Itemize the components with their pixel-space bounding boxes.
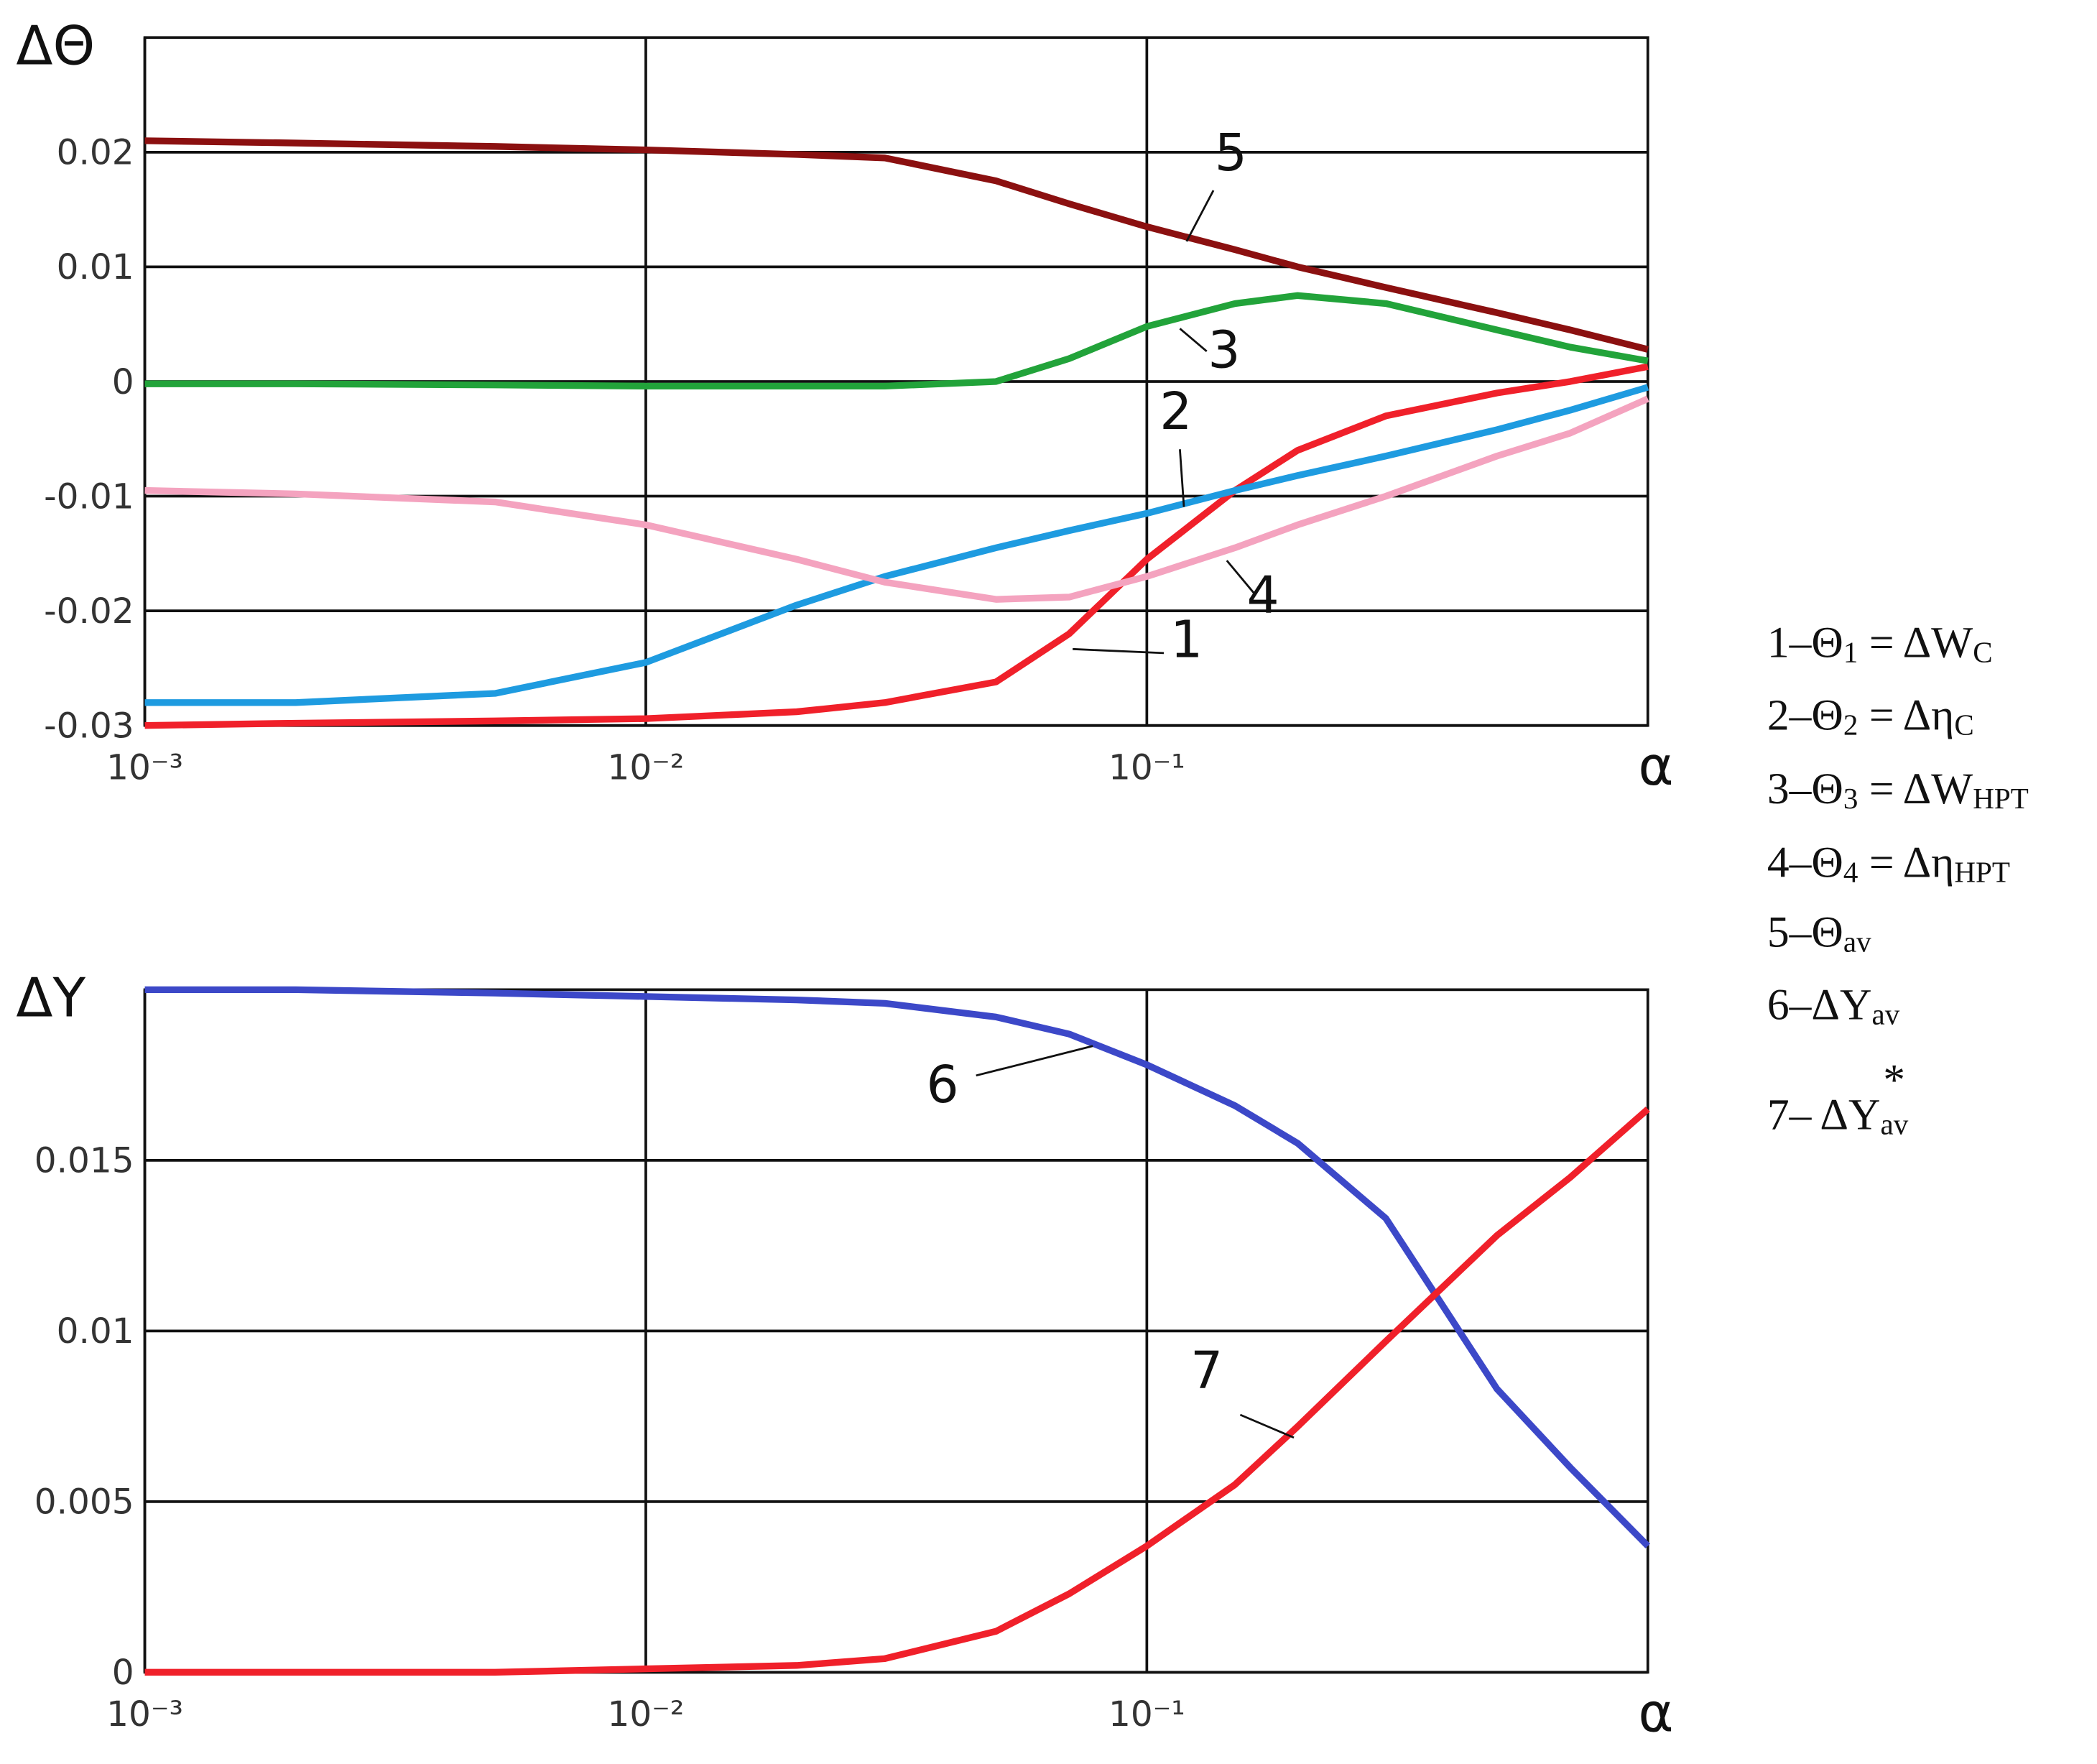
y-tick-label: -0.03 <box>44 706 134 746</box>
y-tick-label: 0 <box>112 362 134 402</box>
leader-line <box>1226 560 1255 594</box>
y-tick-label: 0.005 <box>34 1482 134 1523</box>
legend-entry: 4–Θ4 = ΔηHPT <box>1767 839 2010 889</box>
legend-entry: 6–ΔYav <box>1767 980 1900 1030</box>
leader-line <box>1073 647 1165 655</box>
x-axis-label: α <box>1638 1681 1673 1744</box>
series-line <box>144 137 1649 353</box>
x-tick-label: 10⁻³ <box>106 1694 183 1735</box>
legend-text: 5–Θ <box>1767 908 1843 957</box>
legend-text: 7– ΔY <box>1767 1090 1881 1139</box>
series-line <box>144 1107 1650 1676</box>
y-tick-label: 0 <box>112 1653 134 1693</box>
legend-text: = ΔW <box>1858 619 1973 668</box>
series-label: 7 <box>1190 1341 1223 1400</box>
legend-entry: 3–Θ3 = ΔWHPT <box>1767 765 2029 815</box>
x-tick-label: 10⁻¹ <box>1108 747 1185 788</box>
x-tick-label: 10⁻² <box>608 1694 685 1735</box>
y-tick-label: 0.01 <box>57 1311 134 1352</box>
x-tick-label: 10⁻³ <box>106 747 183 788</box>
series-label: 2 <box>1159 382 1192 441</box>
y-axis-label: ΔΘ <box>16 15 95 78</box>
legend-text: 4 <box>1843 856 1858 889</box>
series-line <box>144 363 1649 729</box>
legend-text: 3–Θ <box>1767 765 1843 813</box>
legend-text: av <box>1881 1108 1909 1141</box>
series-label: 5 <box>1215 123 1247 183</box>
legend-text: HPT <box>1973 782 2029 815</box>
leader-line <box>976 1045 1093 1077</box>
legend-entry: 7– ΔYav <box>1767 1090 1909 1140</box>
legend-text: av <box>1843 925 1871 959</box>
leader-line <box>1239 1413 1295 1439</box>
legend-sup: * <box>1883 1056 1905 1104</box>
series-line <box>144 384 1649 706</box>
series-line <box>144 292 1649 390</box>
series-label: 4 <box>1247 565 1279 625</box>
y-tick-label: 0.02 <box>57 133 134 173</box>
y-tick-label: -0.02 <box>44 591 134 632</box>
legend-text: = ΔW <box>1858 765 1973 813</box>
legend-entry: 1–Θ1 = ΔWC <box>1767 619 1993 669</box>
x-tick-label: 10⁻² <box>608 747 685 788</box>
legend-text: = Δη <box>1858 839 1954 887</box>
legend-entry: 2–Θ2 = ΔηC <box>1767 691 1974 741</box>
y-tick-label: 0.01 <box>57 247 134 287</box>
legend-entry: 5–Θav <box>1767 908 1871 959</box>
leader-line <box>1179 328 1208 353</box>
legend-text: 2 <box>1843 708 1858 742</box>
legend-text: 3 <box>1843 782 1858 815</box>
legend-text: = Δη <box>1858 691 1954 739</box>
legend-text: 4–Θ <box>1767 839 1843 887</box>
legend-text: av <box>1872 998 1900 1031</box>
x-axis-label: α <box>1638 735 1673 798</box>
x-tick-label: 10⁻¹ <box>1108 1694 1185 1735</box>
legend-text: C <box>1973 636 1992 669</box>
y-tick-label: 0.015 <box>34 1141 134 1181</box>
series-line <box>144 395 1649 603</box>
legend-text: 2–Θ <box>1767 691 1843 739</box>
series-label: 3 <box>1208 320 1240 379</box>
legend-text: 6–ΔY <box>1767 980 1872 1029</box>
legend-text: HPT <box>1954 856 2010 889</box>
series-label: 1 <box>1170 610 1203 670</box>
legend-text: C <box>1954 708 1973 742</box>
y-tick-label: -0.01 <box>44 476 134 517</box>
series-line <box>144 986 1651 1548</box>
leader-line <box>1179 449 1185 507</box>
y-axis-label: ΔY <box>16 967 85 1030</box>
legend-text: 1 <box>1843 636 1858 669</box>
legend-text: 1–Θ <box>1767 619 1843 668</box>
leader-line <box>1185 190 1215 242</box>
series-label: 6 <box>926 1055 958 1114</box>
